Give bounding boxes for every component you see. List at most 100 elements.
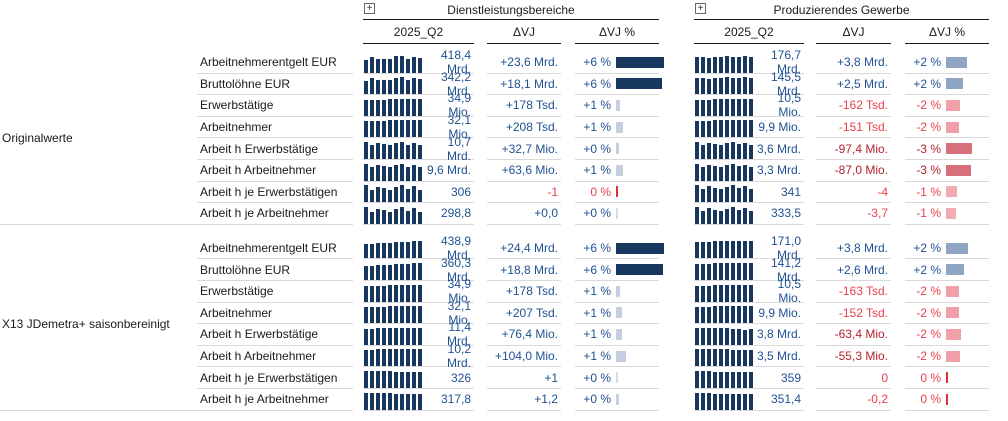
spark-bar (713, 241, 717, 259)
spark-bar (418, 190, 422, 203)
value-cell: 10,5 Mio. (694, 91, 804, 119)
spark-bar (394, 120, 398, 138)
spark-bar (749, 120, 753, 138)
spark-bar (701, 144, 705, 159)
spacer (659, 367, 694, 389)
spark-bar (725, 98, 729, 116)
spark-bar (731, 163, 735, 181)
value-cell: 3,5 Mrd. (694, 346, 804, 368)
spark-bar (418, 393, 422, 410)
pct-bar-area (611, 393, 659, 405)
spark-bar (406, 349, 410, 367)
delta-vj-pct-text: +1 % (583, 305, 611, 320)
delta-vj-pct-text: -2 % (916, 327, 941, 342)
spark-bar (695, 163, 699, 181)
value-text: 10,7 Mrd. (447, 134, 471, 163)
pct-bar-area (611, 328, 659, 340)
value-text: 351,4 (770, 392, 801, 407)
pct-bar (616, 328, 622, 340)
value-text: 317,8 (440, 392, 471, 407)
expand-plus-icon[interactable]: + (695, 3, 706, 14)
spark-bar (382, 243, 386, 259)
spacer (891, 389, 905, 411)
delta-vj-pct-cell: +1 % (575, 324, 659, 346)
spark-bar (364, 141, 368, 159)
table-row: Arbeitnehmerentgelt EUR 418,4 Mrd. +23,6 M… (197, 48, 989, 76)
spark-bar (394, 142, 398, 159)
value-text: 342,2 Mrd. (440, 69, 471, 98)
spacer (804, 117, 816, 139)
spark-bar (400, 263, 404, 280)
spark-bar (737, 98, 741, 116)
sparkline (364, 55, 422, 73)
value-text: 141,2 Mrd. (770, 255, 801, 284)
section-gap (0, 225, 1008, 238)
pct-bar-area (611, 372, 659, 384)
spacer (561, 324, 575, 346)
spark-bar (406, 263, 410, 280)
delta-vj-cell: -0,2 (816, 389, 891, 411)
delta-vj-cell: -87,0 Mio. (816, 160, 891, 182)
spark-bar (731, 120, 735, 138)
col-header-delta-vj[interactable]: ΔVJ (487, 21, 561, 44)
spacer (561, 52, 575, 74)
value-cell: 32,1 Mio. (363, 299, 474, 327)
delta-vj-pct-text: -2 % (916, 120, 941, 135)
spark-bar (725, 284, 729, 302)
spacer (891, 117, 905, 139)
delta-vj-text: +18,8 Mrd. (500, 262, 558, 277)
spark-bar (412, 284, 416, 302)
spark-bar (743, 306, 747, 324)
delta-vj-text: 0 (881, 370, 888, 385)
col-header-delta-vj-pct[interactable]: ΔVJ % (575, 21, 659, 44)
delta-vj-pct-cell: +0 % (575, 203, 659, 225)
col-header-delta-vj[interactable]: ΔVJ (816, 21, 891, 44)
sparkline (695, 392, 753, 410)
pct-bar-area (941, 285, 989, 297)
spark-bar (719, 98, 723, 116)
value-text: 3,8 Mrd. (756, 327, 801, 342)
spark-bar (394, 327, 398, 345)
spacer (353, 367, 363, 389)
spark-bar (376, 164, 380, 181)
col-header-2025-q2[interactable]: 2025_Q2 (363, 21, 474, 44)
spark-bar (388, 306, 392, 324)
value-cell: 34,9 Mio. (363, 277, 474, 305)
delta-vj-pct-text: -1 % (916, 206, 941, 221)
spacer (353, 389, 363, 411)
delta-vj-pct-cell: +1 % (575, 160, 659, 182)
spark-bar (749, 328, 753, 345)
delta-vj-cell: +24,4 Mrd. (487, 238, 561, 260)
pct-bar-area (941, 143, 989, 155)
spacer (804, 182, 816, 204)
value-cell: 145,5 Mrd. (694, 70, 804, 98)
spacer (353, 182, 363, 204)
pct-bar-area (611, 143, 659, 155)
spacer (474, 138, 487, 160)
row-label: Bruttolöhne EUR (197, 259, 353, 281)
expand-plus-icon[interactable]: + (364, 3, 375, 14)
pct-bar (616, 242, 664, 254)
spark-bar (418, 79, 422, 95)
row-label: Arbeitnehmerentgelt EUR (197, 238, 353, 260)
spark-bar (382, 392, 386, 410)
spacer (474, 182, 487, 204)
spark-bar (749, 98, 753, 116)
spacer (804, 95, 816, 117)
spark-bar (713, 327, 717, 345)
table-row: Arbeit h Erwerbstätige 10,7 Mrd. +32,7 Mio… (197, 134, 989, 163)
delta-vj-pct-text: -3 % (916, 141, 941, 156)
delta-vj-pct-cell: +0 % (575, 138, 659, 160)
col-header-2025-q2[interactable]: 2025_Q2 (694, 21, 804, 44)
spark-bar (400, 284, 404, 302)
col-header-delta-vj-pct[interactable]: ΔVJ % (905, 21, 989, 44)
delta-vj-pct-text: +1 % (583, 327, 611, 342)
spark-bar (382, 307, 386, 324)
spark-bar (376, 327, 380, 345)
spark-bar (695, 263, 699, 280)
table-row: Bruttolöhne EUR 342,2 Mrd. +18,1 Mrd. +6 % 1… (197, 70, 989, 98)
spark-bar (743, 186, 747, 203)
spark-bar (364, 99, 368, 116)
spark-bar (382, 165, 386, 181)
spark-bar (382, 58, 386, 73)
